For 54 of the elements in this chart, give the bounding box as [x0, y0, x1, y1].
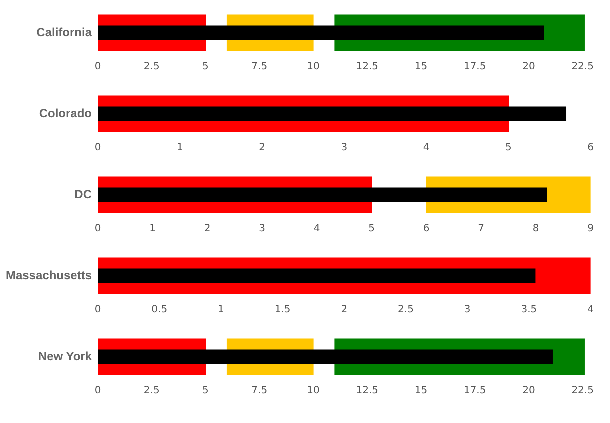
- y-tick-label: Massachusetts: [6, 268, 92, 282]
- x-tick-label: 1: [150, 224, 156, 235]
- x-tick-label: 0: [94, 62, 102, 73]
- x-tick-label: 2.5: [144, 386, 160, 397]
- x-tick-label: 9: [588, 224, 594, 235]
- x-tick-label: 22.5: [572, 386, 594, 397]
- x-tick-label: 4: [423, 142, 430, 154]
- x-tick-label: 20: [522, 62, 536, 73]
- x-tick-label: 5: [505, 142, 512, 154]
- x-tick-label: 3: [341, 142, 348, 154]
- x-tick-label: 3.5: [521, 304, 538, 316]
- y-tick-label: New York: [38, 349, 92, 364]
- x-tick-label: 3: [259, 224, 266, 235]
- x-tick-label: 10: [307, 386, 320, 397]
- x-tick-label: 7.5: [252, 386, 268, 397]
- y-tick-label: DC: [74, 187, 92, 202]
- x-tick-label: 0: [94, 142, 102, 154]
- x-tick-label: 6: [588, 142, 594, 154]
- x-tick-label: 20: [522, 386, 536, 397]
- x-tick-label: 2.5: [144, 62, 160, 73]
- x-tick-label: 22.5: [572, 62, 594, 73]
- x-tick-label: 2.5: [398, 304, 414, 316]
- x-tick-label: 1: [176, 142, 184, 154]
- x-tick-label: 12.5: [356, 62, 378, 73]
- x-tick-label: 0: [94, 224, 102, 235]
- x-tick-label: 10: [307, 62, 320, 73]
- y-tick-label: Colorado: [39, 106, 92, 120]
- x-tick-label: 8: [532, 224, 540, 235]
- x-tick-label: 4: [588, 304, 594, 316]
- x-tick-label: 7.5: [252, 62, 268, 73]
- x-tick-label: 17.5: [464, 386, 486, 397]
- x-tick-label: 4: [314, 224, 320, 235]
- bar: [98, 188, 548, 202]
- x-tick-label: 12.5: [356, 386, 378, 397]
- x-tick-label: 2: [341, 304, 348, 316]
- x-tick-label: 15: [414, 62, 428, 73]
- bar: [98, 350, 553, 364]
- x-tick-label: 3: [464, 304, 471, 316]
- x-tick-label: 2: [204, 224, 211, 235]
- x-tick-label: 15: [414, 386, 428, 397]
- x-tick-label: 5: [368, 224, 375, 235]
- x-tick-label: 1.5: [274, 304, 291, 316]
- x-tick-label: 0: [94, 304, 102, 316]
- x-tick-label: 1: [218, 304, 224, 316]
- x-tick-label: 5: [202, 386, 209, 397]
- x-tick-label: 5: [202, 62, 209, 73]
- x-tick-label: 0.5: [152, 304, 168, 316]
- bar: [98, 26, 544, 40]
- x-tick-label: 6: [423, 224, 430, 235]
- x-tick-label: 2: [259, 142, 266, 154]
- x-tick-label: 0: [94, 386, 102, 397]
- x-tick-label: 17.5: [464, 62, 486, 73]
- y-tick-label: California: [36, 25, 92, 40]
- x-tick-label: 7: [478, 224, 484, 235]
